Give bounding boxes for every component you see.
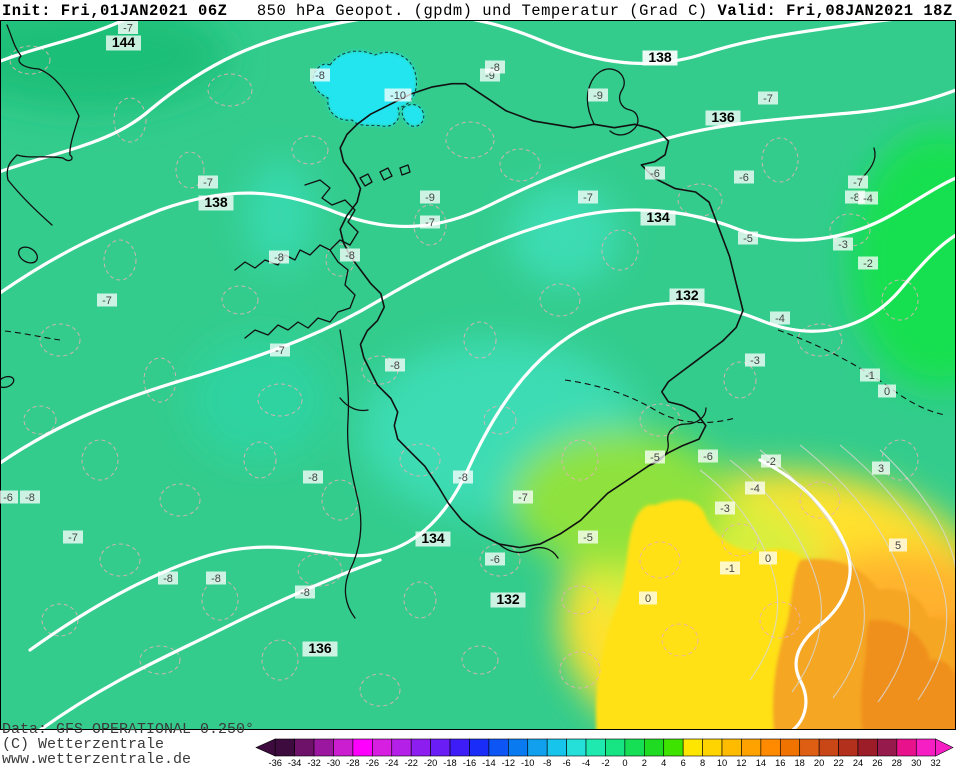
svg-text:-8: -8 — [163, 573, 173, 585]
svg-text:24: 24 — [853, 758, 863, 768]
svg-text:-26: -26 — [366, 758, 379, 768]
svg-text:-5: -5 — [650, 452, 660, 464]
svg-text:2: 2 — [642, 758, 647, 768]
svg-text:28: 28 — [892, 758, 902, 768]
svg-text:3: 3 — [878, 463, 884, 475]
svg-text:10: 10 — [717, 758, 727, 768]
svg-text:138: 138 — [204, 194, 228, 210]
svg-text:-6: -6 — [490, 554, 500, 566]
svg-text:0: 0 — [884, 386, 890, 398]
svg-text:-7: -7 — [425, 217, 435, 229]
svg-text:4: 4 — [661, 758, 666, 768]
svg-text:-7: -7 — [853, 177, 863, 189]
svg-text:-8: -8 — [390, 360, 400, 372]
svg-text:-2: -2 — [766, 456, 776, 468]
svg-text:-22: -22 — [404, 758, 417, 768]
svg-text:-6: -6 — [650, 168, 660, 180]
svg-text:-34: -34 — [288, 758, 301, 768]
svg-text:-36: -36 — [268, 758, 281, 768]
svg-text:-4: -4 — [775, 313, 785, 325]
svg-text:-8: -8 — [490, 62, 500, 74]
svg-text:-4: -4 — [582, 758, 590, 768]
svg-text:-8: -8 — [274, 252, 284, 264]
svg-text:16: 16 — [775, 758, 785, 768]
svg-text:-3: -3 — [720, 503, 730, 515]
svg-text:138: 138 — [648, 49, 672, 65]
svg-text:-6: -6 — [562, 758, 570, 768]
svg-text:136: 136 — [711, 109, 735, 125]
svg-text:-7: -7 — [763, 93, 773, 105]
svg-text:30: 30 — [911, 758, 921, 768]
svg-text:132: 132 — [496, 591, 520, 607]
svg-text:0: 0 — [765, 553, 771, 565]
svg-text:-5: -5 — [583, 532, 593, 544]
svg-text:-7: -7 — [275, 345, 285, 357]
svg-text:22: 22 — [833, 758, 843, 768]
svg-text:-2: -2 — [863, 258, 873, 270]
svg-text:-7: -7 — [518, 492, 528, 504]
svg-text:-3: -3 — [750, 355, 760, 367]
svg-text:134: 134 — [421, 530, 445, 546]
svg-text:-7: -7 — [203, 177, 213, 189]
svg-text:134: 134 — [646, 209, 670, 225]
svg-text:-1: -1 — [725, 563, 735, 575]
svg-text:-28: -28 — [346, 758, 359, 768]
svg-text:-4: -4 — [750, 483, 760, 495]
svg-text:-6: -6 — [739, 172, 749, 184]
svg-text:-8: -8 — [543, 758, 551, 768]
svg-text:-6: -6 — [703, 451, 713, 463]
svg-text:18: 18 — [795, 758, 805, 768]
svg-text:-32: -32 — [307, 758, 320, 768]
svg-text:-8: -8 — [315, 70, 325, 82]
svg-text:-10: -10 — [521, 758, 534, 768]
svg-text:0: 0 — [645, 593, 651, 605]
svg-text:5: 5 — [895, 540, 901, 552]
svg-text:20: 20 — [814, 758, 824, 768]
svg-text:-2: -2 — [601, 758, 609, 768]
svg-text:144: 144 — [112, 34, 136, 50]
svg-text:-9: -9 — [593, 90, 603, 102]
svg-text:0: 0 — [622, 758, 627, 768]
svg-text:-9: -9 — [425, 192, 435, 204]
svg-text:8: 8 — [700, 758, 705, 768]
svg-text:-7: -7 — [102, 295, 112, 307]
svg-text:-8: -8 — [211, 573, 221, 585]
svg-text:-18: -18 — [443, 758, 456, 768]
svg-text:-1: -1 — [865, 370, 875, 382]
svg-text:-30: -30 — [327, 758, 340, 768]
svg-text:-12: -12 — [502, 758, 515, 768]
svg-text:-8: -8 — [458, 472, 468, 484]
svg-text:14: 14 — [756, 758, 766, 768]
svg-text:-3: -3 — [838, 239, 848, 251]
svg-text:-7: -7 — [583, 192, 593, 204]
svg-text:-8: -8 — [25, 492, 35, 504]
svg-text:-5: -5 — [743, 233, 753, 245]
svg-text:132: 132 — [675, 287, 699, 303]
svg-text:-24: -24 — [385, 758, 398, 768]
svg-text:-20: -20 — [424, 758, 437, 768]
svg-text:-8: -8 — [300, 587, 310, 599]
svg-text:-10: -10 — [390, 90, 406, 102]
svg-text:26: 26 — [872, 758, 882, 768]
svg-text:-4: -4 — [863, 193, 873, 205]
svg-text:6: 6 — [681, 758, 686, 768]
svg-text:-14: -14 — [482, 758, 495, 768]
svg-text:32: 32 — [931, 758, 941, 768]
svg-text:12: 12 — [736, 758, 746, 768]
svg-text:-8: -8 — [308, 472, 318, 484]
svg-text:-7: -7 — [123, 23, 133, 35]
svg-text:-16: -16 — [463, 758, 476, 768]
svg-text:-8: -8 — [345, 250, 355, 262]
svg-text:-7: -7 — [68, 532, 78, 544]
svg-text:-6: -6 — [3, 492, 13, 504]
svg-text:136: 136 — [308, 640, 332, 656]
